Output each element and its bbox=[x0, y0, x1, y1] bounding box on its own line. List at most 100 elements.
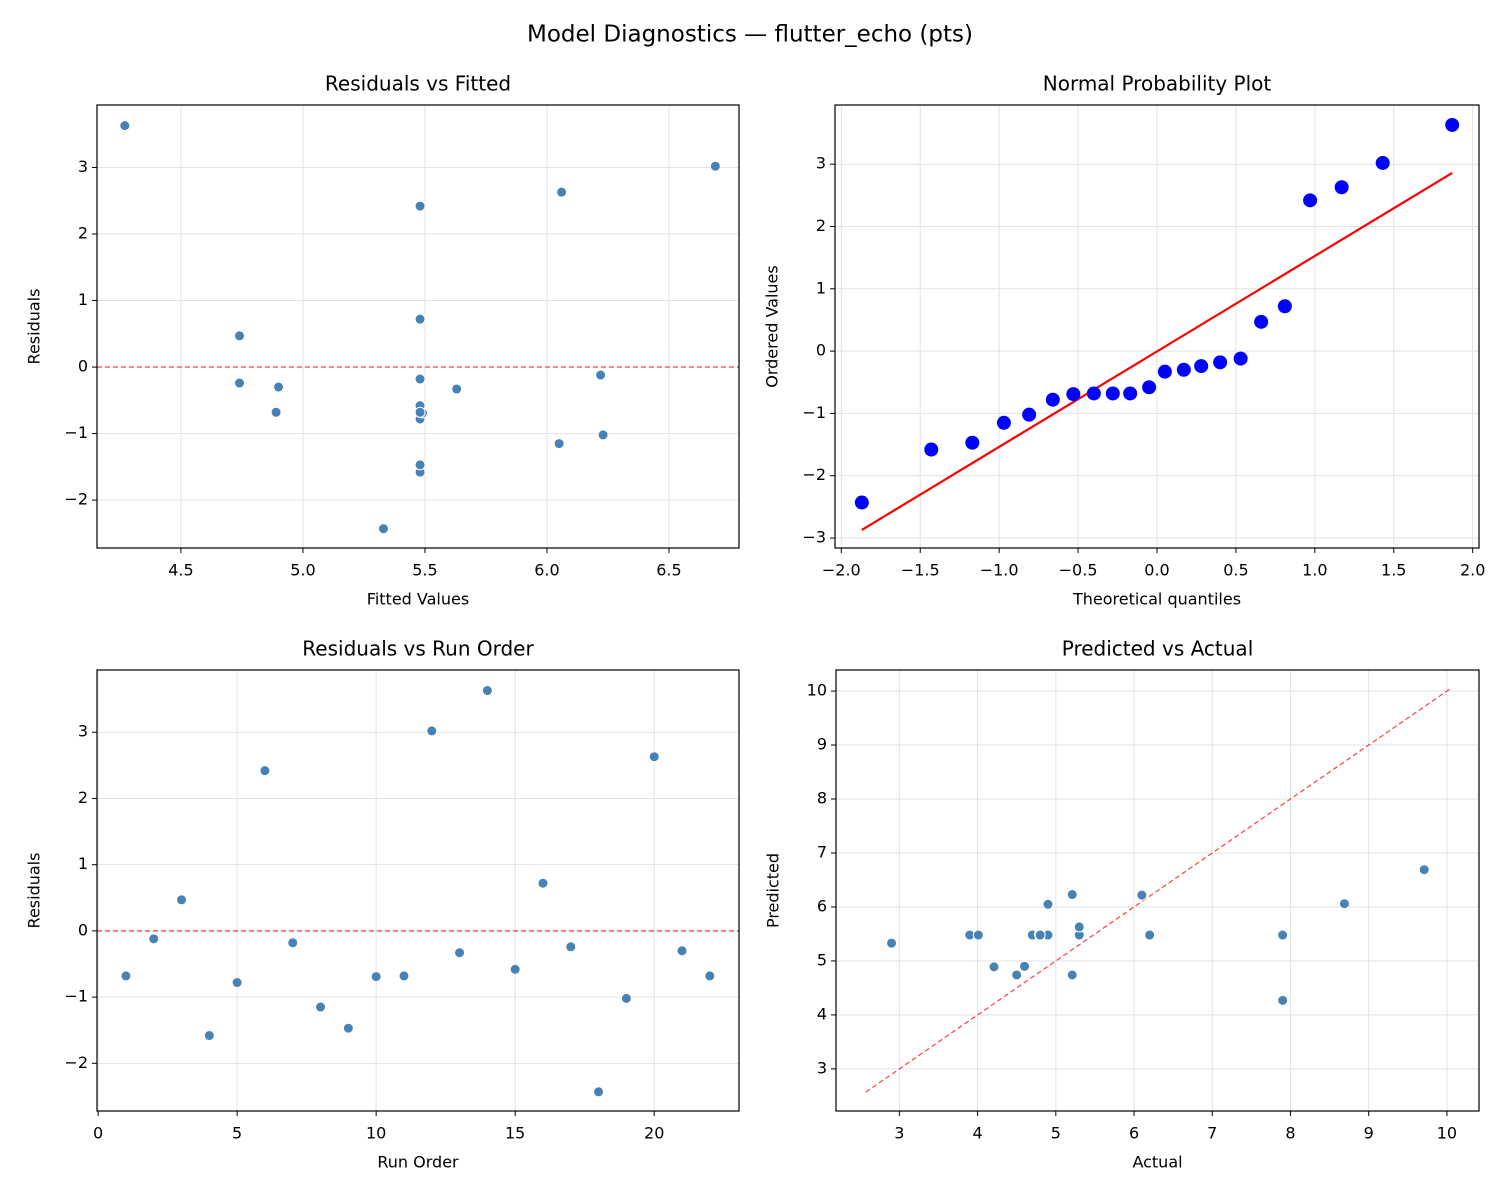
point bbox=[1334, 180, 1349, 195]
x-tick-label: 2.0 bbox=[1460, 561, 1485, 580]
point bbox=[593, 1086, 605, 1098]
x-axis-label: Theoretical quantiles bbox=[1072, 590, 1241, 609]
point bbox=[1194, 359, 1209, 374]
point bbox=[1157, 364, 1172, 379]
point bbox=[1123, 386, 1138, 401]
y-tick-label: 3 bbox=[78, 157, 88, 176]
x-tick-label: 10 bbox=[366, 1124, 386, 1143]
point bbox=[537, 877, 549, 889]
point bbox=[1277, 994, 1289, 1006]
point bbox=[377, 523, 389, 535]
y-tick-label: 0 bbox=[78, 357, 88, 376]
x-tick-label: 6 bbox=[1129, 1124, 1139, 1143]
y-tick-label: −2 bbox=[64, 490, 88, 509]
point bbox=[176, 894, 188, 906]
point bbox=[565, 941, 577, 953]
point bbox=[234, 377, 246, 389]
point bbox=[704, 970, 716, 982]
point bbox=[1445, 117, 1460, 132]
point bbox=[454, 947, 466, 959]
point bbox=[965, 435, 980, 450]
x-tick-label: 6.0 bbox=[534, 561, 559, 580]
y-tick-label: 1 bbox=[816, 278, 826, 297]
x-tick-label: 10 bbox=[1437, 1124, 1457, 1143]
axes-frame bbox=[835, 669, 1480, 1112]
reference-line bbox=[865, 687, 1452, 1093]
point bbox=[287, 937, 299, 949]
x-tick-label: −0.5 bbox=[1059, 561, 1098, 580]
point bbox=[1066, 387, 1081, 402]
subplot: Residuals vs Run Order 0 5 10 15 20 −2 −1 0 1 2 3 Ru… bbox=[25, 637, 740, 1172]
point bbox=[648, 751, 660, 763]
y-axis-label: Predicted bbox=[764, 853, 783, 928]
point bbox=[119, 120, 131, 132]
point bbox=[451, 383, 463, 395]
y-tick-label: 6 bbox=[817, 896, 827, 915]
point bbox=[1066, 969, 1078, 981]
x-tick-label: −1.5 bbox=[901, 561, 940, 580]
y-tick-label: 4 bbox=[817, 1004, 827, 1023]
point bbox=[1303, 193, 1318, 208]
point bbox=[1105, 386, 1120, 401]
point bbox=[924, 442, 939, 457]
x-tick-label: 8 bbox=[1285, 1124, 1295, 1143]
point bbox=[509, 963, 521, 975]
y-tick-label: −2 bbox=[802, 465, 826, 484]
subplot: Residuals vs Fitted 4.5 5.0 5.5 6.0 6.5 −2 −1 0 1… bbox=[25, 72, 740, 609]
y-tick-label: 8 bbox=[817, 789, 827, 808]
point bbox=[1011, 969, 1023, 981]
point bbox=[1277, 299, 1292, 314]
y-tick-label: 0 bbox=[78, 920, 88, 939]
point bbox=[1254, 314, 1269, 329]
y-tick-label: −3 bbox=[802, 528, 826, 547]
y-tick-label: −1 bbox=[64, 987, 88, 1006]
point bbox=[1045, 392, 1060, 407]
subplot-title: Normal Probability Plot bbox=[1043, 72, 1272, 96]
point bbox=[342, 1022, 354, 1034]
point bbox=[556, 186, 568, 198]
x-tick-label: 5 bbox=[1051, 1124, 1061, 1143]
x-axis-label: Fitted Values bbox=[367, 590, 469, 609]
point bbox=[273, 381, 285, 393]
point bbox=[854, 495, 869, 510]
subplot-title: Residuals vs Run Order bbox=[302, 637, 534, 661]
point bbox=[259, 765, 271, 777]
x-tick-label: 4.5 bbox=[168, 561, 193, 580]
point bbox=[234, 330, 246, 342]
figure-title: Model Diagnostics — flutter_echo (pts) bbox=[527, 22, 973, 48]
point bbox=[676, 945, 688, 957]
point bbox=[1066, 889, 1078, 901]
reference-line bbox=[861, 171, 1453, 531]
x-tick-label: 15 bbox=[505, 1124, 525, 1143]
point bbox=[886, 937, 898, 949]
x-tick-label: −1.0 bbox=[980, 561, 1019, 580]
x-tick-label: −2.0 bbox=[822, 561, 861, 580]
x-tick-label: 0.5 bbox=[1223, 561, 1248, 580]
x-tick-label: 1.0 bbox=[1302, 561, 1327, 580]
point bbox=[1136, 889, 1148, 901]
y-tick-label: −1 bbox=[802, 403, 826, 422]
y-tick-label: 3 bbox=[816, 154, 826, 173]
point bbox=[203, 1030, 215, 1042]
x-tick-label: 0.0 bbox=[1144, 561, 1169, 580]
y-tick-label: 2 bbox=[816, 216, 826, 235]
y-tick-label: 1 bbox=[78, 290, 88, 309]
x-tick-label: 0 bbox=[93, 1124, 103, 1143]
point bbox=[1213, 355, 1228, 370]
x-tick-label: 1.5 bbox=[1381, 561, 1406, 580]
point bbox=[1022, 407, 1037, 422]
point bbox=[1375, 155, 1390, 170]
point bbox=[270, 406, 282, 418]
point bbox=[620, 992, 632, 1004]
point bbox=[1073, 921, 1085, 933]
point bbox=[988, 961, 1000, 973]
y-tick-label: 10 bbox=[807, 681, 827, 700]
y-tick-label: 3 bbox=[817, 1058, 827, 1077]
point bbox=[1086, 386, 1101, 401]
point bbox=[398, 970, 410, 982]
y-axis-label: Ordered Values bbox=[763, 265, 782, 387]
point bbox=[553, 438, 565, 450]
point bbox=[597, 429, 609, 441]
